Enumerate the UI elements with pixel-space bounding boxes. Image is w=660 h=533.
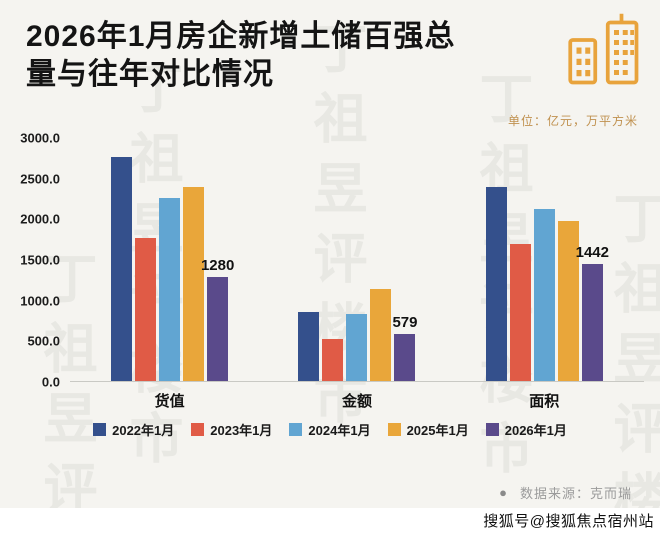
- bar-slot: [159, 138, 181, 381]
- bar-slot: [557, 138, 579, 381]
- bars: 1280: [111, 138, 234, 381]
- legend-label: 2025年1月: [406, 423, 469, 438]
- bar-2024年1月-金额: [346, 313, 368, 381]
- header: 2026年1月房企新增土储百强总 量与往年对比情况: [0, 0, 660, 93]
- bar-2023年1月-货值: [135, 238, 157, 381]
- data-source-line: ● 数据来源：克而瑞: [499, 483, 632, 502]
- legend-swatch: [485, 423, 499, 436]
- bar-2026年1月-金额: 579: [392, 314, 418, 381]
- bar-slot: [111, 138, 133, 381]
- y-tick-label: 3000.0: [20, 130, 60, 146]
- y-tick-label: 500.0: [27, 333, 60, 349]
- page-title: 2026年1月房企新增土储百强总 量与往年对比情况: [26, 18, 566, 93]
- bar-chart: 1280 货值 579 金额 1442 面积: [70, 138, 644, 410]
- category-label-货值: 货值: [154, 393, 185, 410]
- chart-legend: 2022年1月 2023年1月 2024年1月 2025年1月 2026年1月: [0, 420, 660, 439]
- legend-item-2026年1月: 2026年1月: [485, 420, 567, 439]
- bar-2024年1月-面积: [533, 209, 555, 381]
- legend-item-2024年1月: 2024年1月: [289, 420, 371, 439]
- bar-slot: [135, 138, 157, 381]
- bar-2022年1月-面积: [485, 187, 507, 381]
- bar-2023年1月-金额: [322, 338, 344, 381]
- bar-slot: [509, 138, 531, 381]
- bar-slot: 579: [392, 138, 418, 381]
- category-label-金额: 金额: [341, 393, 372, 410]
- category-label-面积: 面积: [529, 393, 560, 410]
- y-axis: 3000.0 2500.0 2000.0 1500.0 1000.0 500.0 0.0: [14, 131, 70, 390]
- y-tick-label: 1000.0: [20, 293, 60, 309]
- page-title-line1: 2026年1月房企新增土储百强总: [26, 20, 456, 53]
- legend-swatch: [387, 423, 401, 436]
- legend-swatch: [191, 423, 205, 436]
- data-source-text: 数据来源：克而瑞: [519, 486, 632, 501]
- bar-value-label: 1280: [200, 257, 235, 275]
- page-title-line2: 量与往年对比情况: [26, 57, 274, 91]
- bar-2026年1月-面积: 1442: [576, 244, 609, 381]
- bar-2023年1月-面积: [509, 244, 531, 381]
- legend-item-2022年1月: 2022年1月: [93, 420, 174, 439]
- publisher-watermark: 搜狐号@搜狐焦点宿州站: [483, 513, 654, 530]
- bar-2025年1月-面积: [557, 220, 579, 381]
- y-tick-label: 0.0: [41, 374, 60, 390]
- bar-slot: 1280: [201, 138, 234, 381]
- bar-slot: [183, 138, 205, 381]
- bar-2025年1月-货值: [183, 186, 205, 381]
- bar-value-label: 579: [392, 314, 418, 332]
- bullet-dot-icon: ●: [499, 485, 508, 500]
- bar-2022年1月-金额: [298, 312, 320, 381]
- bar-2025年1月-金额: [370, 288, 392, 381]
- legend-item-2023年1月: 2023年1月: [191, 420, 272, 439]
- y-tick-label: 1500.0: [20, 252, 60, 268]
- bar-2024年1月-货值: [159, 197, 181, 381]
- legend-item-2025年1月: 2025年1月: [387, 420, 469, 439]
- bar-group-金额: 579 金额: [298, 138, 418, 410]
- bottom-strip: 搜狐号@搜狐焦点宿州站: [0, 508, 660, 533]
- bar-slot: [370, 138, 392, 381]
- bar-2022年1月-货值: [111, 157, 133, 381]
- bar-value-label: 1442: [575, 244, 609, 262]
- bar-group-货值: 1280 货值: [111, 138, 234, 410]
- bar-slot: [298, 138, 320, 381]
- bar-slot: [322, 138, 344, 381]
- unit-note: 单位：亿元，万平方米: [507, 114, 638, 128]
- legend-label: 2026年1月: [504, 423, 567, 438]
- bar-2026年1月-货值: 1280: [201, 257, 234, 381]
- bar-chart-area: 3000.0 2500.0 2000.0 1500.0 1000.0 500.0 0.0 1…: [14, 131, 644, 410]
- bars: 1442: [485, 138, 609, 381]
- legend-swatch: [289, 423, 303, 436]
- bar-slot: 1442: [576, 138, 609, 381]
- bars: 579: [298, 138, 418, 381]
- bar-slot: [346, 138, 368, 381]
- legend-label: 2022年1月: [112, 423, 175, 438]
- buildings-icon: [568, 13, 639, 85]
- y-tick-label: 2000.0: [20, 211, 60, 227]
- legend-label: 2024年1月: [308, 423, 371, 438]
- legend-label: 2023年1月: [210, 423, 273, 438]
- bar-slot: [485, 138, 507, 381]
- y-tick-label: 2500.0: [20, 171, 60, 187]
- bar-slot: [533, 138, 555, 381]
- bar-group-面积: 1442 面积: [485, 138, 609, 410]
- legend-swatch: [93, 423, 107, 436]
